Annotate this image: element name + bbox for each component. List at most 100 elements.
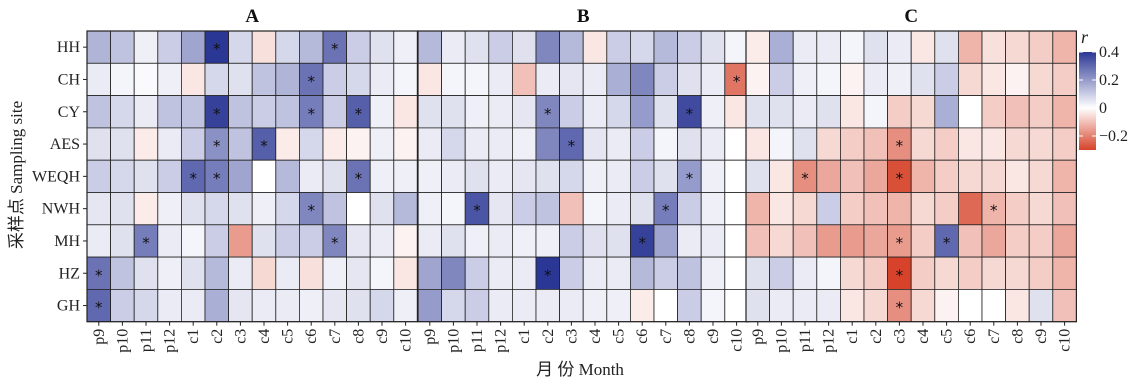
- heatmap-cell: [792, 62, 818, 96]
- heatmap-cell: [1028, 95, 1054, 129]
- heatmap-cell: [393, 95, 418, 129]
- heatmap-cell: [110, 288, 135, 323]
- heatmap-cell: [934, 192, 959, 226]
- heatmap-cell: [157, 30, 182, 64]
- x-tick-label: c3: [891, 329, 908, 344]
- heatmap-cell: [981, 127, 1007, 161]
- heatmap-cell: [700, 159, 726, 193]
- heatmap-cell: [1005, 192, 1030, 226]
- heatmap-cell: [251, 30, 277, 64]
- heatmap-cell: [677, 127, 702, 161]
- x-tick-label: p10: [445, 329, 462, 353]
- significance-star: *: [95, 266, 103, 284]
- y-tick-label: WEQH: [32, 168, 80, 185]
- heatmap-cell: [1052, 192, 1077, 226]
- heatmap-cell: [441, 95, 466, 129]
- heatmap-cell: [582, 95, 608, 129]
- heatmap-cell: [840, 127, 865, 161]
- heatmap-cell: [910, 159, 936, 193]
- heatmap-cell: [251, 192, 277, 226]
- heatmap-cell: [275, 159, 300, 193]
- heatmap-cell: [110, 127, 135, 161]
- heatmap-cell: [582, 30, 608, 64]
- heatmap-cell: [346, 192, 371, 226]
- heatmap-cell: [745, 159, 771, 193]
- heatmap-cell: [1005, 95, 1030, 129]
- heatmap-cell: [958, 159, 983, 193]
- heatmap-cell: [981, 288, 1007, 323]
- heatmap-cell: [228, 256, 253, 290]
- heatmap-cell: [981, 256, 1007, 290]
- heatmap-cell: [653, 30, 679, 64]
- heatmap-cell: [863, 256, 889, 290]
- heatmap-cell: [677, 256, 702, 290]
- heatmap-cell: [441, 159, 466, 193]
- heatmap-cell: [769, 62, 794, 96]
- y-tick-label: CY: [58, 104, 81, 121]
- heatmap-cell: [887, 30, 912, 64]
- heatmap-cell: [417, 256, 443, 290]
- heatmap-cell: [840, 224, 865, 258]
- heatmap-cell: [1005, 256, 1030, 290]
- heatmap-cell: [275, 127, 300, 161]
- heatmap-cell: [110, 192, 135, 226]
- heatmap-cell: [582, 224, 608, 258]
- heatmap-cell: [606, 256, 631, 290]
- heatmap-cell: [369, 159, 395, 193]
- heatmap-cell: [228, 224, 253, 258]
- heatmap-cell: [133, 192, 159, 226]
- heatmap-cell: [910, 288, 936, 323]
- heatmap-cell: [863, 30, 889, 64]
- heatmap-cell: [677, 192, 702, 226]
- significance-star: *: [142, 234, 150, 252]
- heatmap-cell: [863, 62, 889, 96]
- x-tick-label: p12: [821, 329, 838, 353]
- heatmap-cell: [133, 127, 159, 161]
- heatmap-cell: [582, 256, 608, 290]
- x-tick-label: c7: [658, 329, 675, 344]
- heatmap-cell: [251, 224, 277, 258]
- heatmap-cell: [958, 30, 983, 64]
- heatmap-cell: [228, 95, 253, 129]
- heatmap-cell: [606, 127, 631, 161]
- heatmap-cell: [488, 30, 513, 64]
- heatmap-cell: [228, 127, 253, 161]
- color-legend: r 0.4 0.2 0 −0.2: [1079, 27, 1128, 150]
- heatmap-cell: [322, 62, 348, 96]
- heatmap-cell: [653, 127, 679, 161]
- heatmap-cell: [630, 256, 655, 290]
- heatmap-cell: [322, 159, 348, 193]
- heatmap-cell: [180, 224, 206, 258]
- heatmap-cell: [840, 256, 865, 290]
- heatmap-cell: [298, 159, 324, 193]
- heatmap-cell: [582, 192, 608, 226]
- significance-star: *: [213, 137, 221, 155]
- heatmap-cell: [512, 288, 537, 323]
- heatmap-cell: [322, 127, 348, 161]
- x-tick-label: p9: [750, 329, 767, 345]
- y-axis-label: 采样点 Sampling site: [7, 101, 26, 249]
- x-tick-label: c3: [232, 329, 249, 344]
- heatmap-cell: [934, 288, 959, 323]
- heatmap-cell: [745, 256, 771, 290]
- heatmap-cell: [700, 62, 726, 96]
- y-tick-label: GH: [57, 298, 81, 315]
- heatmap-cell: [630, 288, 655, 323]
- heatmap-cell: [559, 288, 584, 323]
- heatmap-cell: [346, 127, 371, 161]
- legend-title: r: [1081, 27, 1089, 47]
- heatmap-cell: [251, 62, 277, 96]
- heatmap-cell: [816, 256, 841, 290]
- significance-star: *: [638, 234, 646, 252]
- heatmap-cell: [863, 224, 889, 258]
- heatmap-cell: [769, 30, 794, 64]
- heatmap-cell: [86, 192, 112, 226]
- heatmap-cell: [910, 127, 936, 161]
- x-tick-label: c10: [1057, 329, 1074, 352]
- x-tick-label: c8: [681, 329, 698, 344]
- heatmap-cell: [724, 95, 749, 129]
- heatmap-cell: [700, 95, 726, 129]
- heatmap-cell: [133, 30, 159, 64]
- heatmap-cell: [417, 288, 443, 323]
- heatmap-cell: [630, 62, 655, 96]
